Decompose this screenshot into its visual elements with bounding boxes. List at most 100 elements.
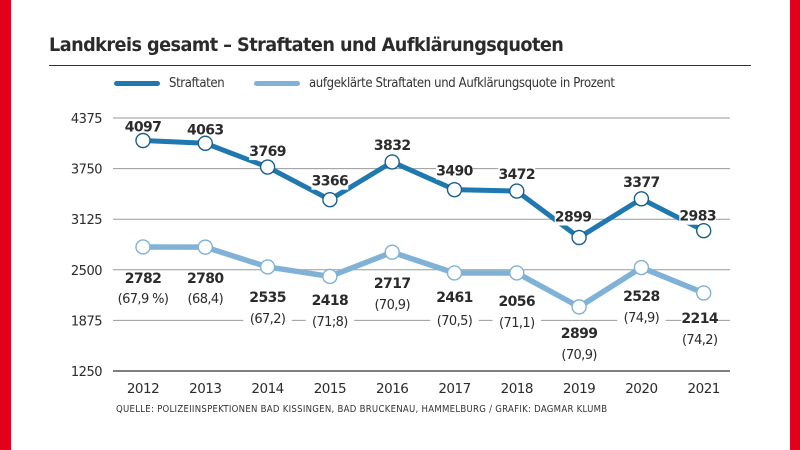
x-tick-label: 2019: [563, 381, 595, 397]
data-label-aufgeklaerte: 2528: [623, 289, 660, 305]
data-point-aufgeklaerte: [197, 239, 214, 255]
data-label-aufgeklaerte: 2461: [436, 290, 473, 306]
data-label-straftaten: 3832: [374, 138, 411, 154]
legend-item-straftaten: Straftaten: [114, 76, 230, 91]
x-tick-label: 2013: [189, 381, 221, 397]
data-point-straftaten: [197, 135, 214, 151]
data-label-aufgeklaerte-bg: [623, 289, 660, 305]
data-label-aufgeklaerte-bg: [249, 290, 286, 306]
data-label-straftaten-bg: [679, 208, 717, 225]
data-label-quote-bg: [430, 314, 479, 329]
data-label-straftaten: 3490: [436, 164, 473, 180]
legend-item-aufgeklaerte: aufgeklärte Straftaten und Aufklärungsqu…: [254, 76, 649, 91]
y-tick-label: 3750: [71, 163, 102, 178]
data-label-quote: (74,2): [682, 333, 718, 348]
data-label-quote: (70,9): [374, 298, 410, 313]
data-point-straftaten: [509, 183, 525, 199]
data-label-aufgeklaerte: 2782: [125, 271, 162, 287]
data-label-quote: (67,9 %): [118, 292, 169, 307]
data-label-quote-bg: [617, 311, 666, 326]
data-label-straftaten: 4063: [187, 122, 224, 138]
x-tick-label: 2021: [688, 381, 720, 397]
data-point-aufgeklaerte: [135, 239, 151, 255]
data-point-straftaten: [322, 191, 338, 208]
data-point-straftaten: [446, 181, 463, 198]
x-tick-label: 2015: [314, 381, 346, 397]
data-point-aufgeklaerte: [446, 265, 463, 281]
chart-title: Landkreis gesamt – Straftaten und Aufklä…: [49, 34, 564, 56]
source-note: QUELLE: POLIZEIINSPEKTIONEN BAD KISSINGE…: [116, 404, 608, 415]
data-label-straftaten-bg: [124, 119, 162, 136]
data-label-aufgeklaerte: 2214: [681, 311, 718, 327]
data-point-straftaten: [259, 159, 276, 175]
data-label-aufgeklaerte-bg: [186, 271, 224, 287]
data-label-aufgeklaerte: 2780: [187, 271, 224, 287]
data-label-quote-bg: [305, 315, 355, 330]
data-label-aufgeklaerte: 2418: [312, 293, 349, 309]
series-line-straftaten: [140, 138, 707, 240]
data-label-aufgeklaerte-bg: [498, 294, 536, 310]
data-label-quote: (71,1): [499, 316, 535, 331]
data-label-aufgeklaerte-bg: [560, 326, 598, 342]
data-point-aufgeklaerte: [322, 268, 338, 285]
data-label-quote: (68,4): [188, 292, 224, 307]
data-point-aufgeklaerte: [259, 259, 276, 275]
data-label-quote-bg: [111, 292, 175, 307]
data-label-straftaten: 2899: [555, 209, 592, 225]
y-tick-label: 3125: [71, 213, 102, 228]
data-label-quote-bg: [554, 348, 604, 363]
data-label-straftaten-bg: [311, 173, 349, 190]
data-point-aufgeklaerte: [384, 244, 400, 260]
y-tick-label: 2500: [71, 264, 102, 279]
series-line-aufgeklaerte: [140, 244, 707, 310]
data-label-straftaten-bg: [623, 174, 660, 191]
x-tick-label: 2016: [376, 381, 408, 397]
legend-label: aufgeklärte Straftaten und Aufklärungsqu…: [309, 76, 615, 91]
data-label-aufgeklaerte-bg: [436, 290, 473, 306]
data-label-straftaten: 3366: [312, 174, 349, 190]
data-point-straftaten: [633, 191, 650, 207]
data-label-aufgeklaerte-bg: [124, 271, 162, 287]
data-label-straftaten-bg: [249, 144, 286, 161]
data-point-aufgeklaerte: [509, 265, 525, 281]
data-label-straftaten: 3769: [249, 144, 286, 160]
legend-swatch-dark: [114, 81, 160, 86]
data-point-aufgeklaerte: [571, 299, 587, 315]
data-label-straftaten-bg: [436, 163, 473, 180]
data-label-quote-bg: [181, 292, 230, 307]
data-label-aufgeklaerte-bg: [373, 276, 411, 292]
data-point-straftaten: [571, 229, 587, 246]
data-label-straftaten-bg: [186, 122, 224, 139]
x-tick-label: 2017: [438, 381, 470, 397]
data-point-straftaten: [135, 132, 151, 149]
x-tick-label: 2014: [251, 381, 283, 397]
left-red-border: [0, 0, 11, 450]
data-label-quote-bg: [243, 312, 292, 327]
data-point-aufgeklaerte: [696, 285, 712, 301]
data-label-straftaten: 4097: [125, 120, 162, 136]
title-divider: [49, 65, 751, 66]
data-label-quote-bg: [492, 316, 541, 331]
x-tick-label: 2018: [501, 381, 533, 397]
x-tick-label: 2012: [127, 381, 159, 397]
data-label-aufgeklaerte: 2535: [249, 290, 286, 306]
data-point-straftaten: [384, 154, 400, 170]
y-tick-label: 4375: [71, 112, 102, 127]
data-label-straftaten: 2983: [679, 209, 716, 225]
data-label-aufgeklaerte: 2056: [499, 294, 536, 310]
data-label-quote: (70,9): [561, 348, 597, 363]
data-label-straftaten-bg: [554, 209, 592, 226]
right-red-border: [790, 0, 800, 450]
data-label-aufgeklaerte-bg: [681, 311, 719, 327]
data-label-straftaten: 3472: [499, 167, 536, 183]
legend-swatch-light: [254, 81, 300, 86]
y-tick-label: 1250: [71, 365, 102, 380]
data-label-straftaten-bg: [498, 167, 536, 184]
y-tick-label: 1875: [71, 314, 102, 329]
data-label-quote-bg: [368, 298, 417, 313]
x-tick-label: 2020: [625, 381, 657, 397]
data-label-quote: (70,5): [437, 314, 473, 329]
data-label-quote-bg: [675, 333, 724, 348]
data-label-aufgeklaerte: 2717: [374, 276, 411, 292]
